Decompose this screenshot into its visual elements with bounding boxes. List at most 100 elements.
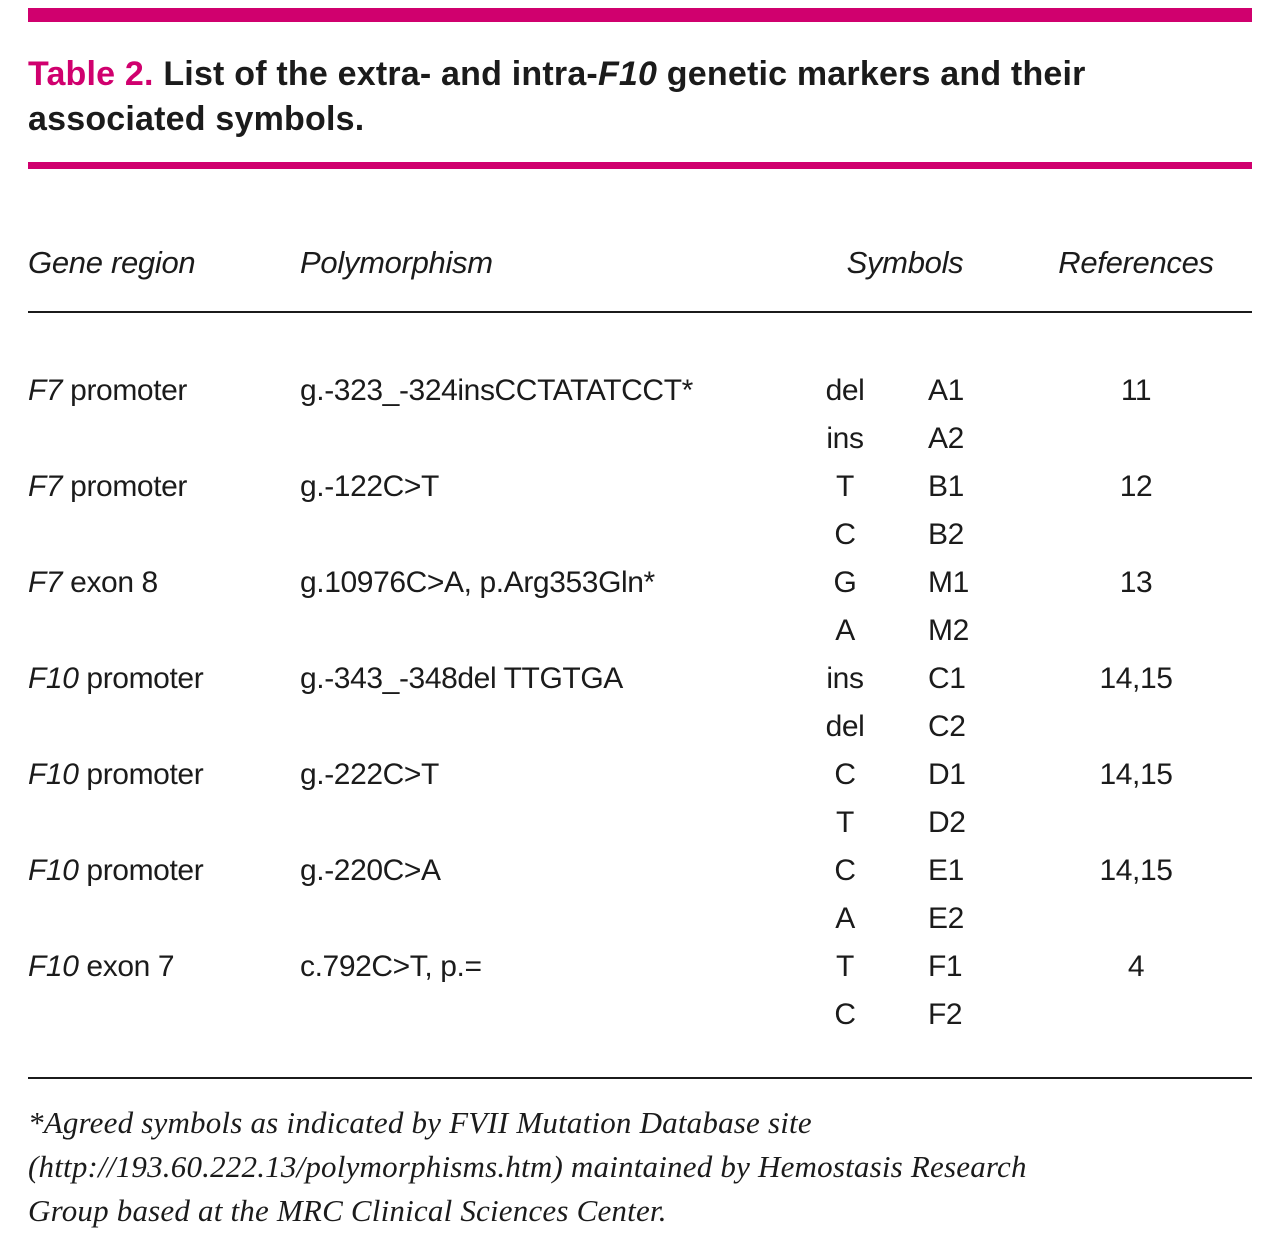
- table-title-text-pre: List of the extra- and intra-: [153, 55, 598, 93]
- symbol-value: D2: [928, 806, 966, 839]
- symbol-value: M2: [928, 614, 969, 647]
- column-header-references: References: [1058, 245, 1214, 280]
- polymorphism-cell: g.-122C>T: [300, 463, 790, 511]
- polymorphism-cell: c.792C>T, p.=: [300, 943, 790, 991]
- allele-value: del: [825, 710, 865, 743]
- symbol-value: A1: [928, 374, 964, 407]
- reference-cell: 12: [1020, 463, 1252, 511]
- allele-value: A: [835, 902, 855, 935]
- symbol-cell: E1 E2: [900, 847, 1020, 943]
- gene-region-cell: F7 promoter: [28, 463, 300, 511]
- title-accent-rule: [28, 162, 1252, 169]
- gene-region-suffix: exon 7: [78, 950, 175, 983]
- table-title-gene-italic: F10: [597, 55, 658, 93]
- allele-cell: C T: [790, 751, 900, 847]
- table-row: F10 promoter g.-343_-348del TTGTGA ins d…: [28, 655, 1252, 751]
- symbol-value: M1: [928, 566, 969, 599]
- allele-value: C: [834, 518, 856, 551]
- table-bottom-rule: [28, 1077, 1252, 1079]
- column-header-symbols: Symbols: [846, 245, 964, 280]
- symbol-value: F1: [928, 950, 963, 983]
- table-row: F7 exon 8 g.10976C>A, p.Arg353Gln* G A M…: [28, 559, 1252, 655]
- reference-cell: 13: [1020, 559, 1252, 607]
- table-row: F10 promoter g.-220C>A C A E1 E2 14,15: [28, 847, 1252, 943]
- symbol-value: F2: [928, 998, 963, 1031]
- symbol-cell: F1 F2: [900, 943, 1020, 1039]
- header-divider-rule: [28, 311, 1252, 313]
- allele-value: T: [836, 950, 854, 983]
- allele-cell: T C: [790, 943, 900, 1039]
- allele-cell: C A: [790, 847, 900, 943]
- polymorphism-cell: g.-323_-324insCCTATATCCT*: [300, 367, 790, 415]
- gene-region-suffix: promoter: [62, 470, 187, 503]
- gene-name: F7: [28, 470, 63, 503]
- symbol-value: B2: [928, 518, 964, 551]
- table-row: F10 exon 7 c.792C>T, p.= T C F1 F2 4: [28, 943, 1252, 1039]
- table-title-label: Table 2.: [28, 55, 154, 93]
- gene-region-cell: F10 promoter: [28, 655, 300, 703]
- symbol-value: E2: [928, 902, 964, 935]
- symbol-value: C2: [928, 710, 966, 743]
- symbol-cell: C1 C2: [900, 655, 1020, 751]
- table-row: F10 promoter g.-222C>T C T D1 D2 14,15: [28, 751, 1252, 847]
- gene-region-cell: F10 exon 7: [28, 943, 300, 991]
- reference-cell: 4: [1020, 943, 1252, 991]
- column-header-polymorphism: Polymorphism: [300, 245, 493, 280]
- polymorphism-value: g.10976C>A, p.Arg353Gln*: [300, 566, 655, 599]
- allele-value: T: [836, 806, 854, 839]
- symbol-cell: M1 M2: [900, 559, 1020, 655]
- polymorphism-value: c.792C>T, p.=: [300, 950, 482, 983]
- reference-value: 14,15: [1099, 758, 1173, 791]
- reference-value: 4: [1127, 950, 1145, 983]
- allele-cell: G A: [790, 559, 900, 655]
- reference-cell: 14,15: [1020, 751, 1252, 799]
- gene-name: F10: [28, 662, 79, 695]
- gene-region-suffix: promoter: [78, 758, 204, 791]
- symbol-value: B1: [928, 470, 964, 503]
- polymorphism-value: g.-220C>A: [300, 854, 441, 887]
- polymorphism-value: g.-323_-324insCCTATATCCT*: [300, 374, 693, 407]
- gene-region-suffix: promoter: [78, 662, 204, 695]
- polymorphism-cell: g.-222C>T: [300, 751, 790, 799]
- table-title-text-post: genetic markers and their associated sym…: [28, 55, 1086, 138]
- reference-value: 12: [1119, 470, 1153, 503]
- symbol-cell: A1 A2: [900, 367, 1020, 463]
- symbol-value: E1: [928, 854, 964, 887]
- reference-cell: 14,15: [1020, 655, 1252, 703]
- reference-cell: 11: [1020, 367, 1252, 415]
- allele-value: G: [833, 566, 857, 599]
- allele-value: ins: [826, 422, 864, 455]
- table-rows: F7 promoter g.-323_-324insCCTATATCCT* de…: [28, 367, 1252, 1039]
- reference-value: 14,15: [1099, 854, 1173, 887]
- polymorphism-cell: g.-220C>A: [300, 847, 790, 895]
- table-row: F7 promoter g.-323_-324insCCTATATCCT* de…: [28, 367, 1252, 463]
- gene-name: F10: [28, 950, 79, 983]
- reference-value: 13: [1119, 566, 1153, 599]
- allele-value: C: [834, 854, 856, 887]
- symbol-value: D1: [928, 758, 966, 791]
- gene-region-suffix: promoter: [78, 854, 204, 887]
- symbol-cell: B1 B2: [900, 463, 1020, 559]
- table-title: Table 2. List of the extra- and intra-F1…: [28, 52, 1252, 142]
- column-header-gene-region: Gene region: [28, 245, 196, 280]
- gene-region-suffix: exon 8: [62, 566, 158, 599]
- gene-name: F10: [28, 854, 79, 887]
- allele-value: A: [835, 614, 855, 647]
- allele-value: ins: [826, 662, 864, 695]
- allele-value: del: [825, 374, 865, 407]
- allele-cell: del ins: [790, 367, 900, 463]
- polymorphism-cell: g.-343_-348del TTGTGA: [300, 655, 790, 703]
- polymorphism-value: g.-222C>T: [300, 758, 439, 791]
- symbol-value: A2: [928, 422, 964, 455]
- gene-region-cell: F7 promoter: [28, 367, 300, 415]
- table-row: F7 promoter g.-122C>T T C B1 B2 12: [28, 463, 1252, 559]
- allele-value: C: [834, 758, 856, 791]
- allele-cell: T C: [790, 463, 900, 559]
- allele-value: T: [836, 470, 854, 503]
- polymorphism-cell: g.10976C>A, p.Arg353Gln*: [300, 559, 790, 607]
- gene-region-cell: F10 promoter: [28, 847, 300, 895]
- symbol-cell: D1 D2: [900, 751, 1020, 847]
- gene-region-cell: F10 promoter: [28, 751, 300, 799]
- table-header-row: Gene region Polymorphism Symbols Referen…: [28, 245, 1252, 281]
